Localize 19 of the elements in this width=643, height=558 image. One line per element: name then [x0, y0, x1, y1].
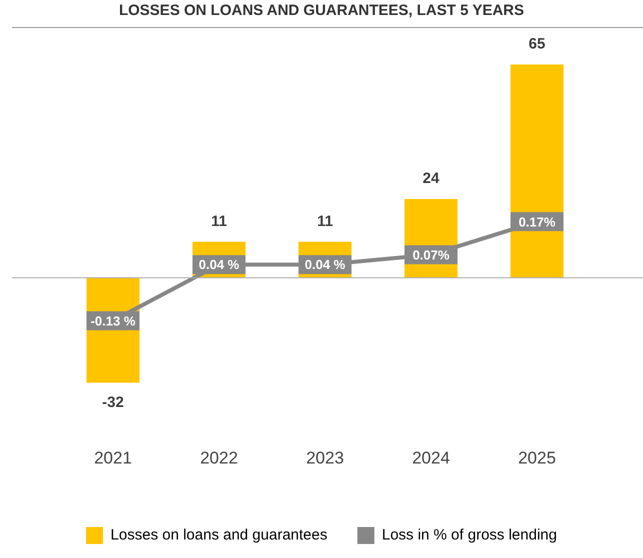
chart-title: LOSSES ON LOANS AND GUARANTEES, LAST 5 YEARS: [118, 2, 524, 20]
x-tick-label: 2021: [94, 448, 132, 468]
legend-label: Losses on loans and guarantees: [110, 526, 328, 544]
data-label: 0.07%: [412, 247, 450, 262]
x-tick-label: 2024: [412, 448, 450, 468]
data-label: 24: [422, 170, 440, 188]
data-label: 0.17%: [518, 214, 556, 230]
data-label: -32: [102, 394, 124, 411]
x-tick-label: 2023: [306, 448, 344, 468]
data-label: 0.04 %: [198, 257, 240, 272]
data-label: 11: [211, 212, 227, 230]
data-label: -0.13 %: [90, 313, 136, 328]
x-tick-label: 2022: [200, 448, 238, 468]
data-label: 11: [317, 212, 333, 230]
legend-label: Loss in % of gross lending: [382, 526, 557, 544]
data-label: 65: [528, 36, 546, 53]
bar: [510, 64, 564, 278]
x-tick-label: 2025: [518, 448, 556, 468]
data-label: 0.04 %: [304, 257, 346, 272]
